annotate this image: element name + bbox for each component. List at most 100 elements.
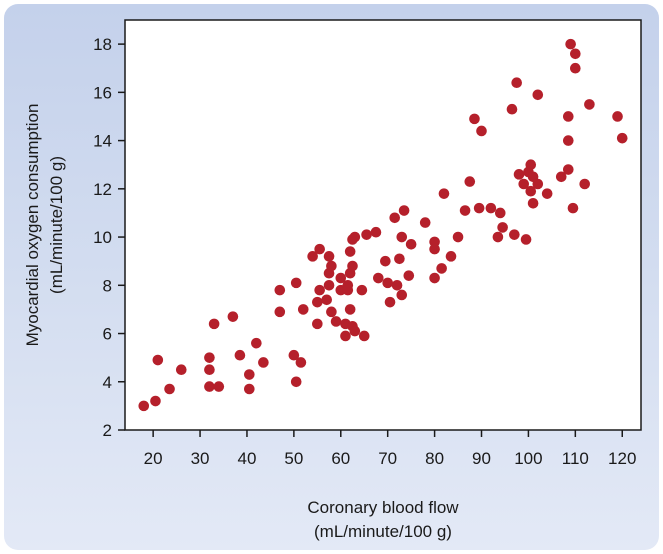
data-point (579, 178, 591, 190)
data-point (497, 222, 508, 233)
x-tick-label: 90 (472, 449, 491, 468)
data-point (323, 251, 335, 262)
data-point (297, 304, 309, 315)
data-point (204, 352, 215, 363)
data-point (342, 279, 354, 291)
axis-ticks: 20 30 40 50 60 70 80 90 100 110 120 2 4 6 8 10 12 14 16 18 (93, 35, 636, 468)
data-point (396, 289, 408, 301)
data-point (326, 306, 337, 318)
data-point (251, 337, 262, 349)
x-tick-label: 100 (514, 449, 542, 468)
data-point (349, 325, 361, 337)
plot-area (124, 19, 642, 431)
data-point (380, 255, 391, 267)
data-point (436, 263, 447, 274)
data-points (138, 38, 628, 412)
data-point (429, 243, 440, 255)
data-point (492, 231, 504, 243)
data-point (227, 311, 239, 322)
x-tick-label: 30 (191, 449, 210, 468)
y-tick-label: 12 (93, 180, 112, 199)
data-point (562, 111, 574, 122)
data-point (290, 277, 302, 289)
x-axis-unit: (mL/minute/100 g) (314, 522, 452, 541)
data-point (565, 38, 576, 50)
data-point (164, 383, 175, 395)
data-point (562, 135, 574, 146)
x-tick-label: 60 (331, 449, 350, 468)
data-point (570, 48, 581, 60)
y-tick-label: 14 (93, 132, 112, 151)
x-tick-label: 40 (238, 449, 257, 468)
data-point (438, 188, 450, 199)
data-point (373, 272, 384, 284)
data-point (326, 260, 337, 272)
data-point (391, 279, 403, 291)
data-point (204, 364, 215, 376)
data-point (344, 246, 356, 257)
data-point (445, 251, 457, 262)
data-point (527, 197, 539, 209)
data-point (389, 212, 401, 224)
y-tick-label: 10 (93, 228, 112, 247)
data-point (312, 296, 323, 308)
data-point (403, 270, 415, 281)
data-point (361, 229, 372, 240)
data-point (384, 296, 396, 308)
data-point (213, 381, 225, 392)
data-point (370, 226, 382, 238)
x-tick-label: 110 (562, 449, 589, 468)
data-point (525, 159, 537, 171)
data-point (175, 364, 187, 376)
x-tick-label: 70 (378, 449, 397, 468)
data-point (340, 330, 351, 342)
y-tick-label: 16 (93, 83, 112, 102)
data-point (494, 207, 506, 219)
data-point (452, 231, 464, 243)
data-point (335, 272, 347, 284)
data-point (562, 164, 574, 175)
data-point (258, 357, 269, 368)
data-point (290, 376, 302, 388)
data-point (396, 231, 408, 243)
data-point (274, 306, 286, 318)
data-point (323, 279, 335, 291)
data-point (584, 99, 595, 110)
data-point (476, 125, 487, 137)
y-axis-unit: (mL/minute/100 g) (47, 156, 66, 294)
data-point (616, 132, 628, 144)
data-point (506, 103, 518, 115)
data-point (473, 202, 485, 214)
data-point (525, 185, 537, 197)
data-point (138, 400, 150, 412)
data-point (459, 205, 471, 216)
data-point (288, 349, 300, 361)
x-tick-label: 120 (608, 449, 636, 468)
data-point (464, 176, 476, 187)
data-point (513, 169, 525, 180)
data-point (469, 113, 480, 125)
data-point (429, 272, 440, 284)
data-point (511, 77, 522, 89)
data-point (234, 349, 246, 361)
data-point (485, 202, 497, 214)
data-point (541, 188, 553, 199)
data-point (532, 178, 544, 190)
data-point (208, 318, 220, 330)
data-point (312, 318, 323, 330)
data-point (295, 357, 307, 368)
data-point (344, 304, 356, 315)
data-point (612, 111, 623, 122)
x-tick-label: 80 (425, 449, 444, 468)
data-point (307, 251, 318, 262)
data-point (244, 369, 255, 380)
data-point (382, 277, 393, 289)
data-point (152, 354, 164, 366)
data-point (330, 316, 342, 327)
data-point (314, 243, 325, 255)
data-point (347, 260, 358, 272)
y-tick-label: 8 (103, 276, 112, 295)
y-tick-label: 18 (93, 35, 112, 54)
data-point (314, 284, 325, 296)
